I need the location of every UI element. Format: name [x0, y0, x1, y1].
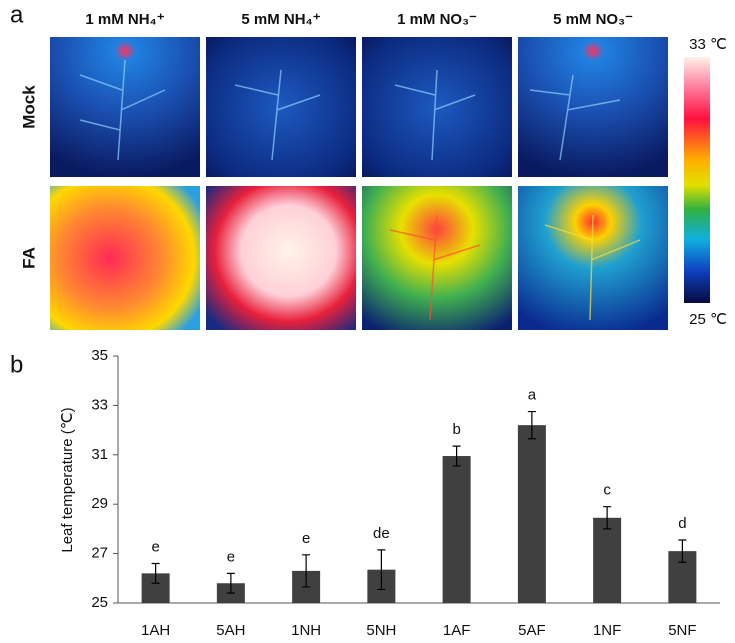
column-label: 5 mM NH₄⁺ [241, 11, 320, 28]
bar [517, 425, 546, 603]
significance-letter: d [678, 515, 686, 532]
y-axis-label: Leaf temperature (℃) [59, 407, 76, 552]
error-bar [678, 539, 687, 563]
column-label: 1 mM NO₃⁻ [397, 11, 477, 28]
error-bar [527, 410, 536, 440]
error-bar [151, 562, 160, 584]
bar [442, 456, 471, 603]
thermal-image [206, 37, 356, 177]
y-tick-label: 27 [91, 545, 108, 562]
x-tick-label: 1NF [593, 622, 621, 639]
x-tick-label: 1NH [291, 622, 321, 639]
y-tick-label: 29 [91, 495, 108, 512]
colorbar-min: 25 ℃ [689, 311, 727, 328]
thermal-image [362, 37, 512, 177]
error-bar [302, 554, 311, 588]
y-tick-label: 25 [91, 594, 108, 611]
column-label: 5 mM NO₃⁻ [553, 11, 633, 28]
y-tick-label: 35 [91, 347, 108, 364]
x-tick-label: 1AH [141, 622, 170, 639]
panel-label: a [10, 1, 24, 28]
colorbar-max: 33 ℃ [689, 36, 727, 53]
significance-letter: e [227, 548, 235, 565]
significance-letter: b [452, 421, 460, 438]
thermal-images [50, 37, 668, 330]
significance-letter: e [302, 530, 310, 547]
x-tick-label: 5AF [518, 622, 546, 639]
error-bar [452, 445, 461, 467]
error-bar [377, 549, 386, 591]
x-tick-label: 5AH [216, 622, 245, 639]
column-label: 1 mM NH₄⁺ [85, 11, 164, 28]
y-tick-label: 31 [91, 446, 108, 463]
thermal-image [518, 186, 668, 330]
y-tick-label: 33 [91, 396, 108, 413]
error-bar [226, 572, 235, 594]
thermal-image [50, 186, 200, 330]
thermal-image [50, 37, 200, 177]
panel-label: b [10, 351, 23, 378]
significance-letter: e [151, 538, 159, 555]
x-tick-label: 1AF [443, 622, 471, 639]
error-bar [603, 506, 612, 530]
significance-letter: a [528, 387, 537, 404]
colorbar [684, 57, 710, 303]
significance-letter: c [603, 482, 611, 499]
row-label: FA [19, 247, 38, 269]
row-label: Mock [19, 85, 38, 129]
x-tick-label: 5NH [366, 622, 396, 639]
bar [593, 517, 622, 603]
significance-letter: de [373, 525, 390, 542]
x-tick-label: 5NF [668, 622, 696, 639]
thermal-image [206, 186, 356, 330]
thermal-image [518, 37, 668, 177]
